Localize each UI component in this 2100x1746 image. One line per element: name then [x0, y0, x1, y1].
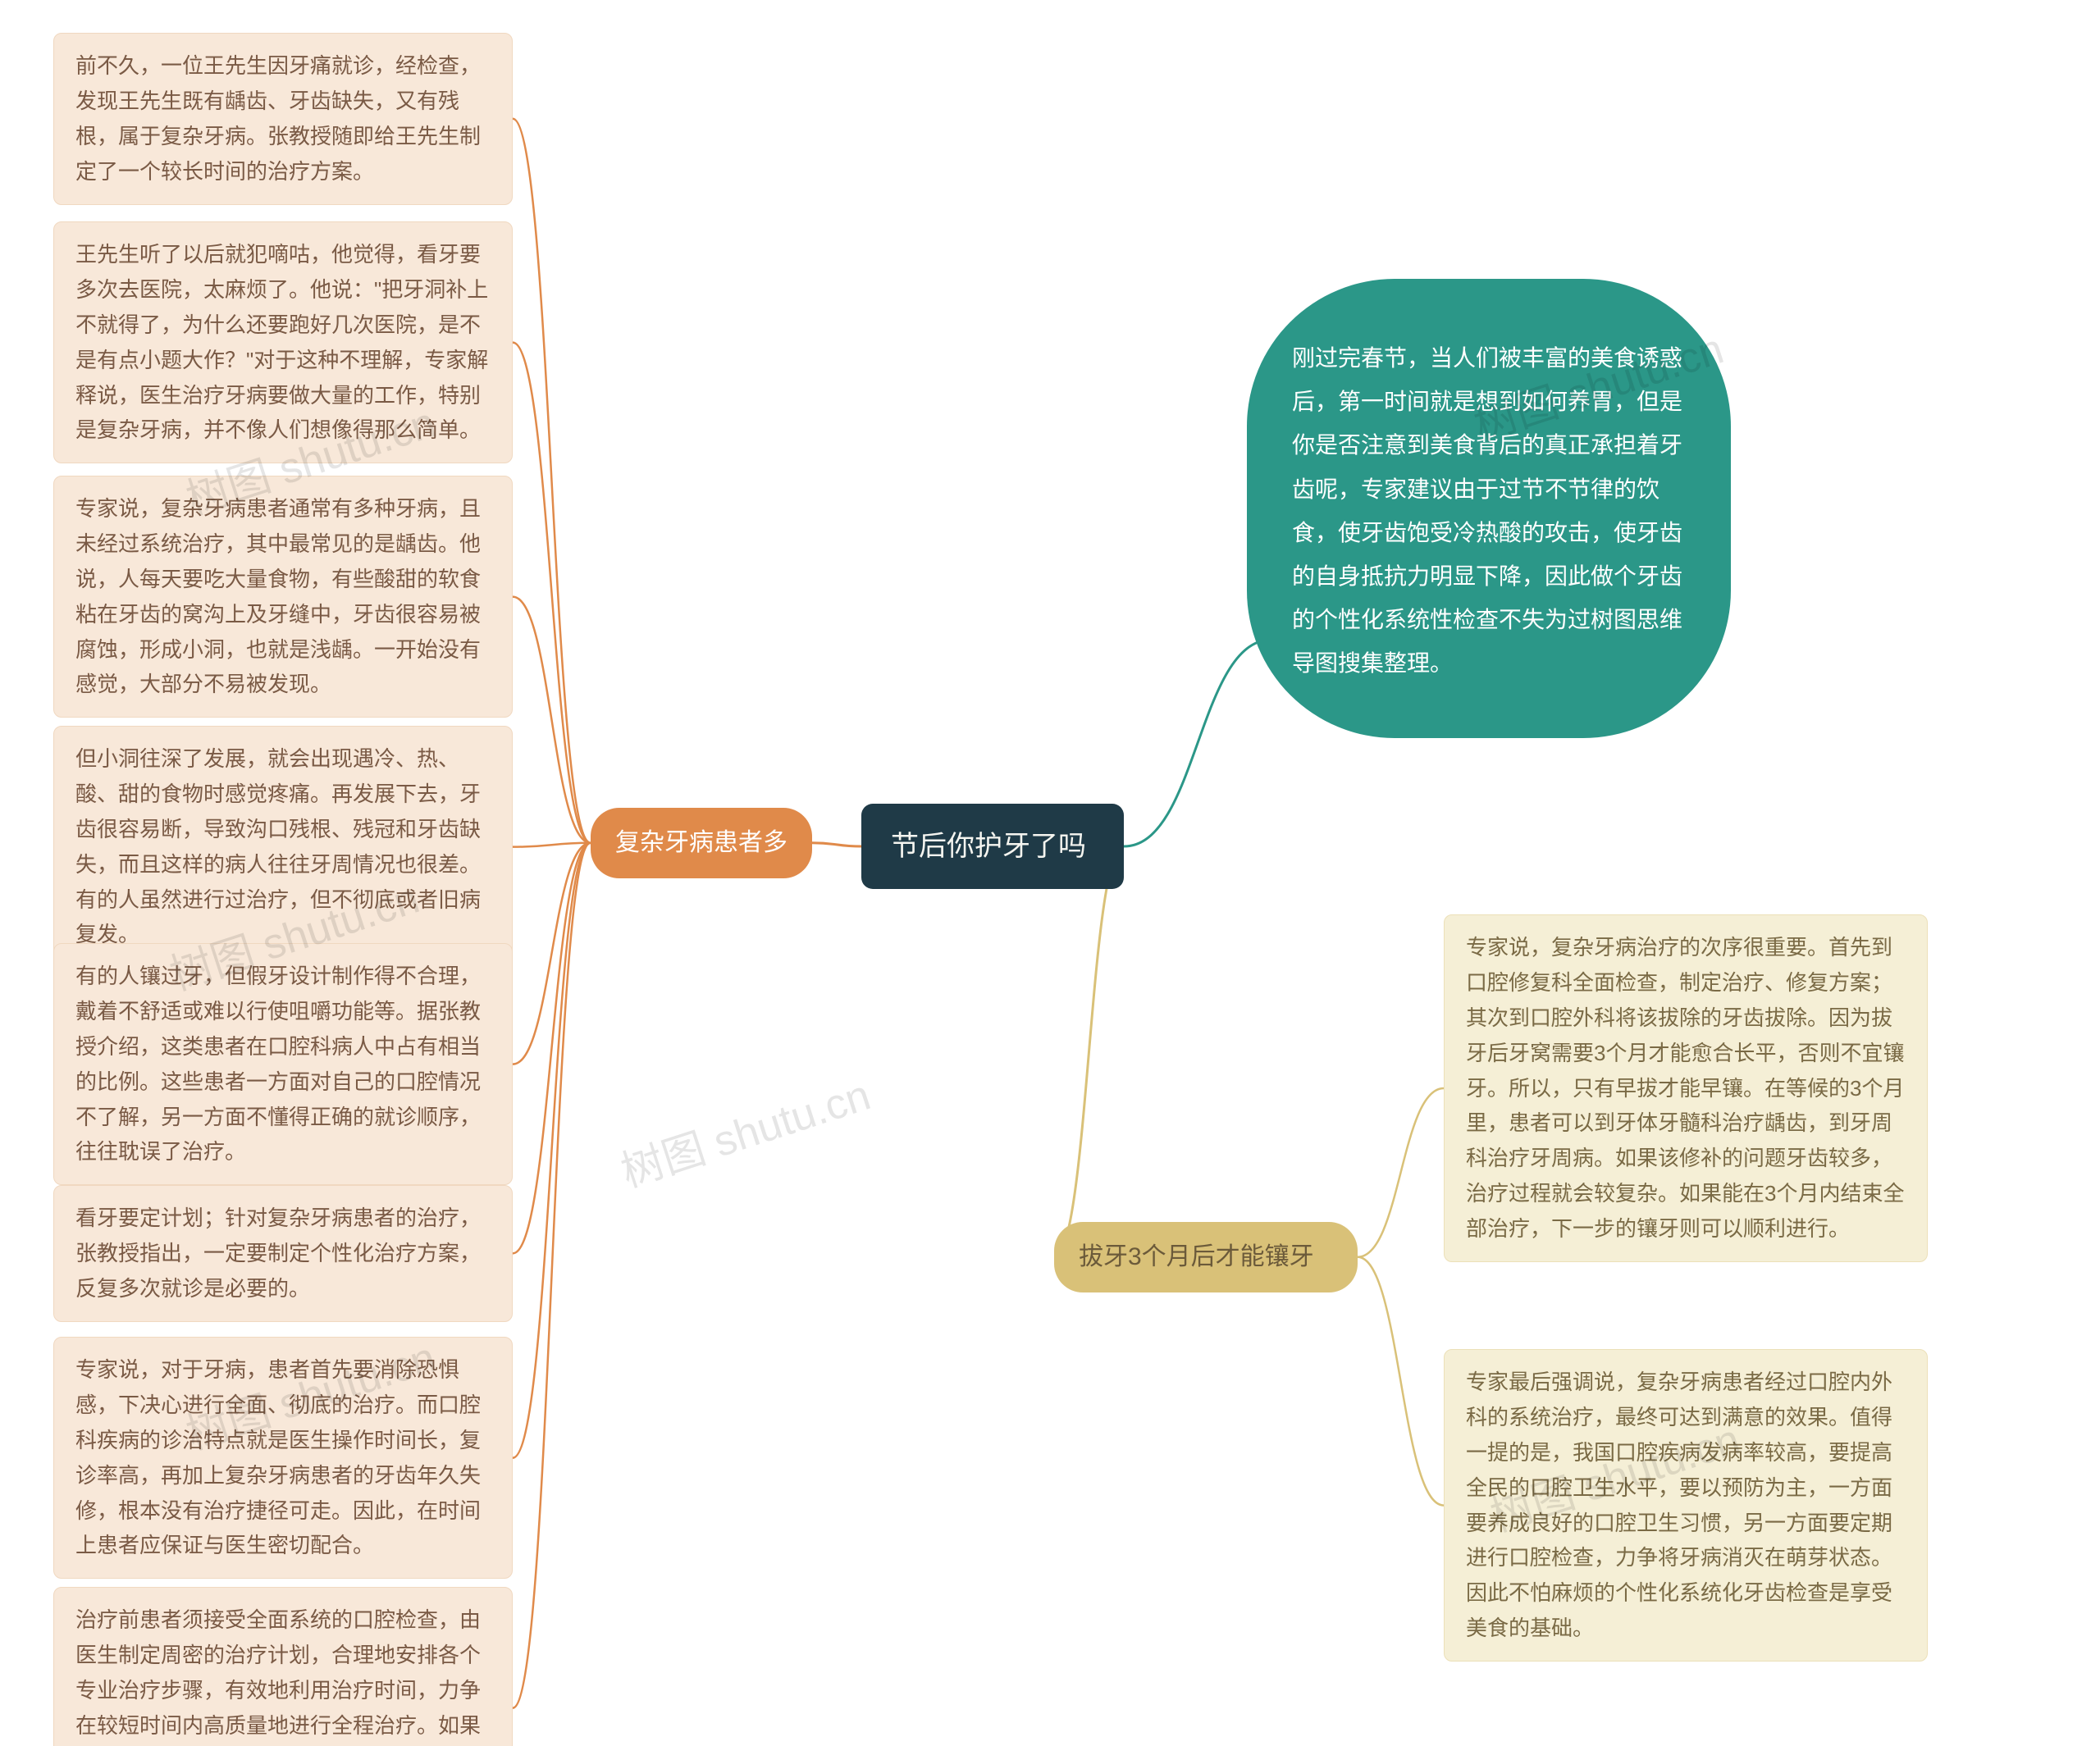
leaf-a-0-text: 前不久，一位王先生因牙痛就诊，经检查，发现王先生既有龋齿、牙齿缺失，又有残根，属…	[75, 53, 481, 184]
leaf-b-1-text: 专家最后强调说，复杂牙病患者经过口腔内外科的系统治疗，最终可达到满意的效果。值得…	[1466, 1370, 1892, 1640]
watermark: 树图 shutu.cn	[612, 1060, 877, 1199]
branch-b-label: 拔牙3个月后才能镶牙	[1079, 1243, 1314, 1270]
leaf-b-0-text: 专家说，复杂牙病治疗的次序很重要。首先到口腔修复科全面检查，制定治疗、修复方案；…	[1466, 935, 1904, 1241]
mindmap-canvas: 节后你护牙了吗 刚过完春节，当人们被丰富的美食诱惑后，第一时间就是想到如何养胃，…	[0, 0, 2100, 1746]
leaf-b-0[interactable]: 专家说，复杂牙病治疗的次序很重要。首先到口腔修复科全面检查，制定治疗、修复方案；…	[1444, 914, 1928, 1262]
root-node[interactable]: 节后你护牙了吗	[861, 804, 1124, 889]
leaf-a-1[interactable]: 王先生听了以后就犯嘀咕，他觉得，看牙要多次去医院，太麻烦了。他说："把牙洞补上不…	[53, 221, 513, 463]
leaf-a-6-text: 专家说，对于牙病，患者首先要消除恐惧感，下决心进行全面、彻底的治疗。而口腔科疾病…	[75, 1357, 481, 1557]
branch-extraction-3mo[interactable]: 拔牙3个月后才能镶牙	[1054, 1222, 1358, 1292]
branch-a-label: 复杂牙病患者多	[615, 829, 788, 856]
leaf-a-4[interactable]: 有的人镶过牙，但假牙设计制作得不合理，戴着不舒适或难以行使咀嚼功能等。据张教授介…	[53, 943, 513, 1185]
root-label: 节后你护牙了吗	[891, 831, 1086, 862]
leaf-a-0[interactable]: 前不久，一位王先生因牙痛就诊，经检查，发现王先生既有龋齿、牙齿缺失，又有残根，属…	[53, 33, 513, 205]
leaf-b-1[interactable]: 专家最后强调说，复杂牙病患者经过口腔内外科的系统治疗，最终可达到满意的效果。值得…	[1444, 1349, 1928, 1662]
leaf-a-3[interactable]: 但小洞往深了发展，就会出现遇冷、热、酸、甜的食物时感觉疼痛。再发展下去，牙齿很容…	[53, 726, 513, 968]
leaf-a-7[interactable]: 治疗前患者须接受全面系统的口腔检查，由医生制定周密的治疗计划，合理地安排各个专业…	[53, 1587, 513, 1746]
branch-complex-dental[interactable]: 复杂牙病患者多	[591, 808, 812, 878]
leaf-a-2[interactable]: 专家说，复杂牙病患者通常有多种牙病，且未经过系统治疗，其中最常见的是龋齿。他说，…	[53, 476, 513, 718]
leaf-a-7-text: 治疗前患者须接受全面系统的口腔检查，由医生制定周密的治疗计划，合理地安排各个专业…	[75, 1607, 481, 1746]
intro-node[interactable]: 刚过完春节，当人们被丰富的美食诱惑后，第一时间就是想到如何养胃，但是你是否注意到…	[1247, 279, 1731, 738]
leaf-a-6[interactable]: 专家说，对于牙病，患者首先要消除恐惧感，下决心进行全面、彻底的治疗。而口腔科疾病…	[53, 1337, 513, 1579]
leaf-a-5[interactable]: 看牙要定计划；针对复杂牙病患者的治疗，张教授指出，一定要制定个性化治疗方案，反复…	[53, 1185, 513, 1322]
leaf-a-5-text: 看牙要定计划；针对复杂牙病患者的治疗，张教授指出，一定要制定个性化治疗方案，反复…	[75, 1206, 481, 1301]
leaf-a-4-text: 有的人镶过牙，但假牙设计制作得不合理，戴着不舒适或难以行使咀嚼功能等。据张教授介…	[75, 964, 481, 1164]
leaf-a-1-text: 王先生听了以后就犯嘀咕，他觉得，看牙要多次去医院，太麻烦了。他说："把牙洞补上不…	[75, 242, 488, 442]
leaf-a-3-text: 但小洞往深了发展，就会出现遇冷、热、酸、甜的食物时感觉疼痛。再发展下去，牙齿很容…	[75, 746, 481, 946]
leaf-a-2-text: 专家说，复杂牙病患者通常有多种牙病，且未经过系统治疗，其中最常见的是龋齿。他说，…	[75, 496, 481, 696]
intro-text: 刚过完春节，当人们被丰富的美食诱惑后，第一时间就是想到如何养胃，但是你是否注意到…	[1292, 345, 1682, 676]
